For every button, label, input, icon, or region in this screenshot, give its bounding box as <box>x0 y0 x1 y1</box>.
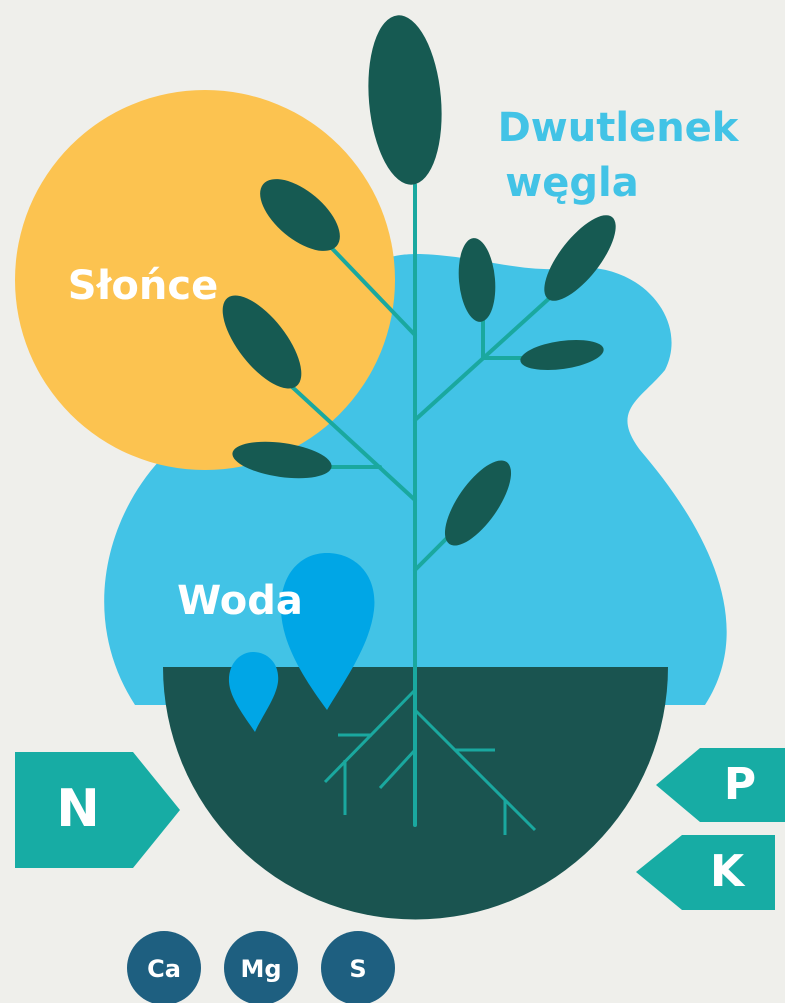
minerals: Ca Mg S <box>127 931 395 1003</box>
mineral-label: Ca <box>147 955 181 983</box>
nutrient-label: P <box>724 759 756 810</box>
mineral-label: S <box>349 955 366 983</box>
water-label: Woda <box>177 578 303 624</box>
co2-label: węgla <box>505 160 638 206</box>
mineral-label: Mg <box>240 955 281 983</box>
co2-label: Dwutlenek <box>498 105 740 151</box>
nutrient-label: K <box>710 846 746 897</box>
plant-diagram: Słońce Dwutlenek węgla Woda N P K Ca Mg … <box>0 0 785 1003</box>
sun-label: Słońce <box>68 263 218 309</box>
nutrient-label: N <box>56 779 100 839</box>
